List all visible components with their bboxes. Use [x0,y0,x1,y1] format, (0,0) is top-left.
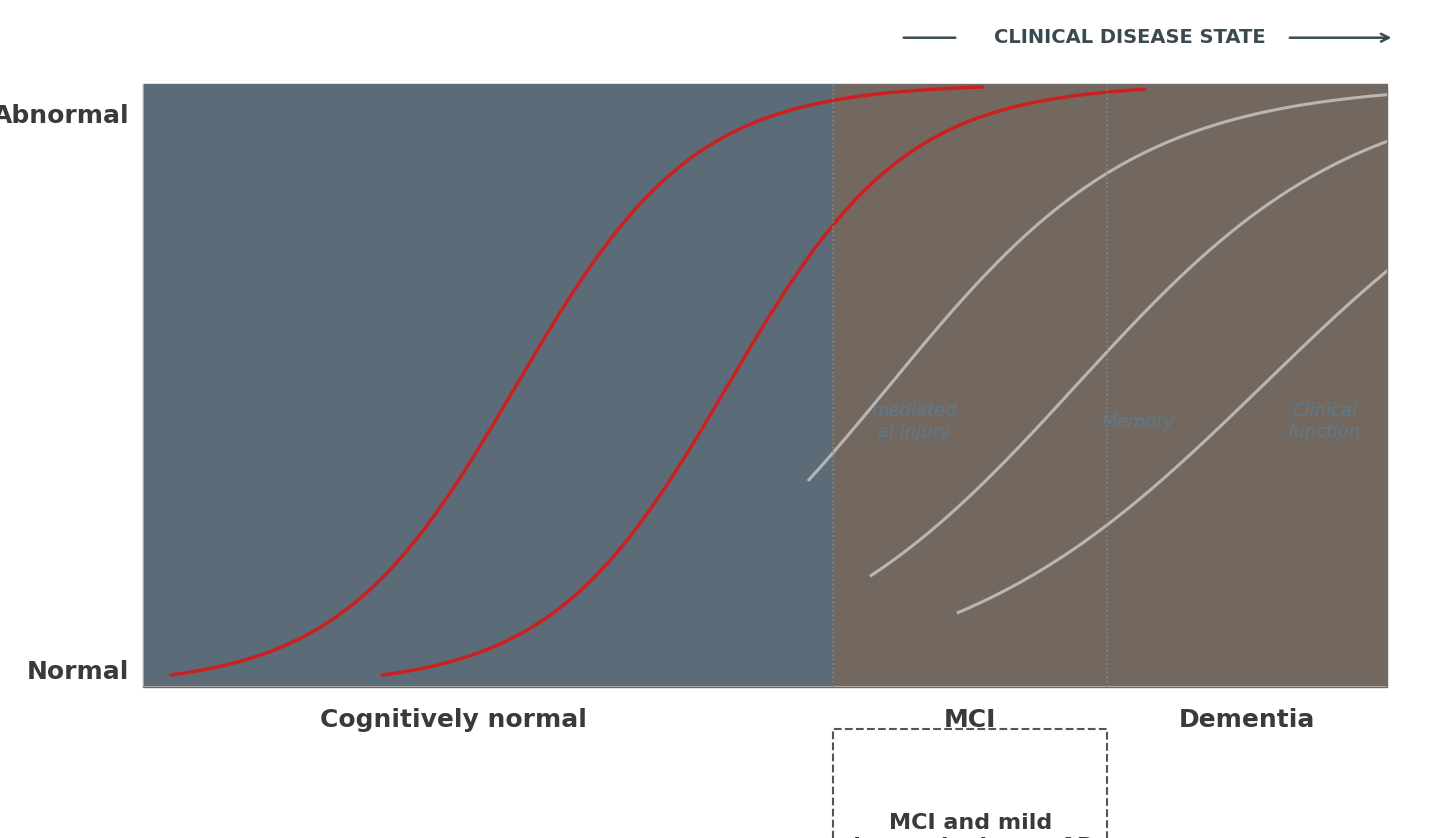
Bar [834,84,1387,687]
Bar [834,729,1107,838]
Text: CLINICAL DISEASE STATE: CLINICAL DISEASE STATE [994,28,1266,47]
Text: Clinical
function: Clinical function [1288,402,1361,441]
Text: mediated
al injury: mediated al injury [872,402,957,441]
Bar [143,84,834,687]
Text: Memory: Memory [1101,412,1175,431]
Text: MCI and mild
dementia due to AD: MCI and mild dementia due to AD [845,814,1095,838]
